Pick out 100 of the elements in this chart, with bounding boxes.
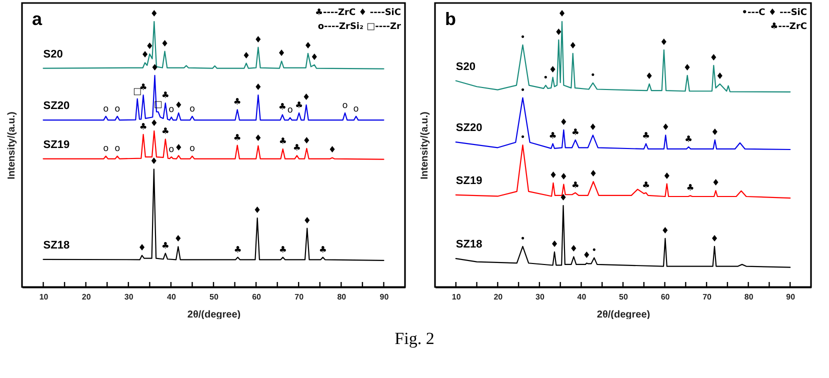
annotation: ♦ — [254, 83, 262, 94]
annotation: o — [353, 104, 360, 114]
x-tick-label: 80 — [337, 292, 347, 302]
annotation: ♦ — [253, 206, 262, 216]
x-tick-label: 60 — [252, 292, 262, 302]
annotation: ♦ — [150, 157, 158, 168]
annotation: o — [168, 144, 175, 155]
annotation: ♦ — [710, 128, 719, 138]
x-tick-label: 70 — [294, 292, 304, 302]
annotation: ♦ — [550, 240, 559, 250]
annotation: o — [189, 104, 196, 114]
series-label: SZ20 — [43, 100, 70, 112]
annotation: o — [342, 100, 348, 111]
annotation: ♦ — [710, 53, 718, 64]
y-axis-title: Intensity/(a.u.) — [420, 112, 430, 180]
annotation: ♣ — [233, 133, 242, 144]
annotation: ♦ — [549, 170, 558, 181]
annotation: ♣ — [642, 180, 650, 191]
annotation: ♦ — [254, 134, 262, 144]
annotation: ♦ — [710, 234, 719, 244]
annotation: ♦ — [304, 41, 312, 52]
annotation: ♦ — [174, 234, 182, 245]
annotation: ♦ — [160, 39, 169, 50]
annotation: ♣ — [292, 144, 301, 154]
annotation: ♦ — [589, 170, 598, 180]
series-label: S20 — [456, 60, 476, 73]
annotation: ♦ — [328, 146, 336, 156]
annotation: • — [520, 86, 526, 96]
annotation: ♦ — [712, 178, 720, 189]
annotation: ♦ — [560, 172, 568, 182]
annotation: ♦ — [582, 251, 591, 262]
annotation: • — [520, 234, 526, 244]
annotation: ♦ — [138, 243, 146, 254]
annotation: ♣ — [686, 184, 694, 194]
annotation: ♣ — [161, 91, 170, 102]
annotation: ♦ — [140, 50, 150, 61]
annotation: ♦ — [559, 194, 568, 204]
annotation: ♦ — [174, 100, 183, 111]
annotation: ♣ — [548, 132, 557, 142]
x-tick-label: 60 — [660, 292, 670, 302]
annotation: ♦ — [146, 42, 154, 52]
annotation: ♣ — [234, 245, 242, 256]
x-tick-label: 50 — [210, 292, 219, 302]
series-label: SZ19 — [456, 174, 482, 187]
annotation: ♣ — [139, 122, 148, 132]
annotation: ♦ — [560, 118, 568, 128]
x-tick-label: 30 — [124, 292, 134, 302]
annotation: ♣ — [233, 98, 242, 108]
annotation: ♣ — [571, 180, 580, 191]
series-label: SZ18 — [43, 239, 70, 252]
annotation: ♦ — [558, 10, 566, 20]
annotation: ♣ — [684, 134, 693, 145]
x-tick-label: 30 — [535, 292, 545, 302]
annotation: ♦ — [150, 118, 158, 129]
annotation: ♣ — [295, 100, 304, 111]
annotation: ♦ — [174, 144, 183, 154]
x-tick-label: 20 — [82, 292, 92, 302]
annotation: ♦ — [588, 123, 597, 134]
annotation: ♣ — [161, 127, 170, 138]
series-label: SZ19 — [43, 138, 70, 151]
series-label: SZ20 — [456, 122, 482, 134]
x-tick-label: 10 — [39, 292, 49, 302]
annotation: ♣ — [318, 245, 327, 256]
annotation: • — [520, 32, 526, 43]
series-label: S20 — [43, 48, 63, 60]
x-tick-label: 80 — [744, 292, 754, 302]
annotation: o----ZrSi₂ □----Zr — [318, 22, 402, 32]
text: ♣----ZrC ♦ ----SiC — [314, 8, 402, 18]
series-label: SZ18 — [456, 238, 482, 251]
annotation: ♦ — [661, 226, 670, 236]
x-tick-label: 20 — [494, 292, 504, 302]
annotation: ♣ — [161, 241, 170, 252]
chart-title: b — [445, 9, 456, 29]
chart-title: a — [32, 9, 43, 29]
annotation: ♦ — [570, 244, 578, 255]
annotation: ♦ — [302, 92, 310, 103]
x-tick-label: 10 — [452, 292, 462, 302]
annotation: ♦ — [683, 63, 692, 74]
y-axis-title: Intensity/(a.u.) — [6, 112, 18, 180]
annotation: ♦ — [548, 65, 557, 76]
x-tick-label: 90 — [786, 292, 796, 302]
annotation: o — [103, 104, 110, 114]
annotation: o — [103, 144, 110, 154]
annotation: o — [189, 144, 196, 154]
annotation: • — [590, 70, 596, 81]
annotation: ♦ — [278, 49, 286, 60]
annotation: ♦ — [150, 10, 158, 20]
annotation: o — [287, 106, 294, 116]
annotation: ♦ — [662, 123, 670, 134]
annotation: ♦ — [150, 63, 159, 74]
annotation: o — [114, 144, 121, 154]
annotation: ♣ — [571, 128, 580, 138]
annotation: • — [543, 73, 548, 84]
x-tick-label: 40 — [166, 292, 176, 302]
caption: Fig. 2 — [394, 329, 436, 349]
annotation: • — [592, 246, 597, 256]
annotation: ♦ — [645, 72, 654, 82]
annotation: ♣ — [642, 132, 650, 142]
annotation: ♣ — [278, 102, 286, 113]
x-tick-label: 40 — [577, 292, 587, 302]
